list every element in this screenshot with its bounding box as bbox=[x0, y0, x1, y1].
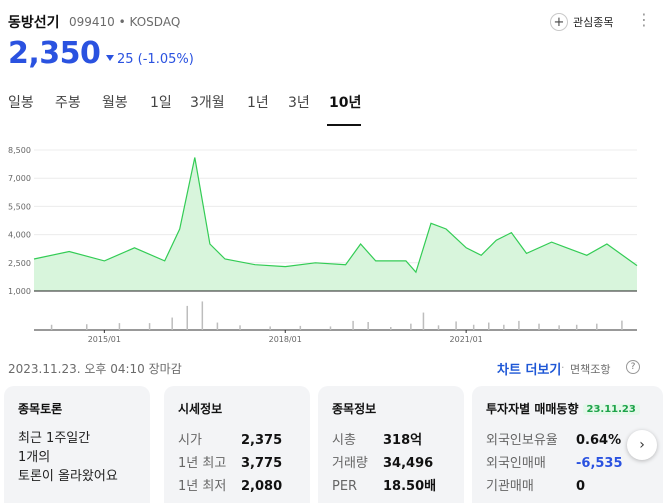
row-label: 1년 최고 bbox=[178, 456, 227, 471]
row-label: 기관매매 bbox=[486, 479, 534, 494]
y-tick-label: 7,000 bbox=[8, 174, 31, 183]
stock-row-per: PER 18.50배 bbox=[332, 475, 450, 498]
row-value: 2,080 bbox=[241, 479, 283, 494]
discussion-title: 종목토론 bbox=[18, 402, 63, 416]
y-tick-label: 5,500 bbox=[8, 202, 31, 211]
date-badge: 23.11.23 bbox=[582, 404, 640, 415]
tab-1year[interactable]: 1년 bbox=[247, 95, 269, 111]
discussion-line: 토론이 올라왔어요 bbox=[18, 469, 118, 484]
row-value: -6,535 bbox=[576, 456, 623, 471]
discussion-line: 1개의 bbox=[18, 450, 51, 465]
current-price: 2,350 bbox=[8, 36, 101, 71]
chart-more-link[interactable]: 차트 더보기 bbox=[497, 363, 562, 378]
tab-weekly[interactable]: 주봉 bbox=[55, 95, 81, 111]
active-tab-indicator bbox=[327, 124, 361, 126]
row-value: 0.64% bbox=[576, 433, 622, 448]
discussion-body: 최근 1주일간 1개의 토론이 올라왔어요 bbox=[18, 429, 136, 486]
price-area-fill bbox=[34, 157, 637, 291]
row-value: 2,375 bbox=[241, 433, 283, 448]
x-tick-label: 2015/01 bbox=[88, 335, 121, 344]
tab-monthly[interactable]: 월봉 bbox=[102, 95, 128, 111]
stock-info-title: 종목정보 bbox=[332, 402, 377, 416]
investor-trading-body: 외국인보유율 0.64% 외국인매매 -6,535 기관매매 0 bbox=[486, 429, 649, 498]
row-label: 거래량 bbox=[332, 456, 368, 471]
tab-3years[interactable]: 3년 bbox=[288, 95, 310, 111]
market-timestamp: 2023.11.23. 오후 04:10 장마감 bbox=[8, 362, 182, 376]
tab-daily[interactable]: 일봉 bbox=[8, 95, 34, 111]
tab-10years[interactable]: 10년 bbox=[329, 95, 362, 111]
tab-1day[interactable]: 1일 bbox=[150, 95, 172, 111]
stock-code-market: 099410 • KOSDAQ bbox=[69, 15, 181, 29]
link-separator: · bbox=[561, 361, 565, 374]
discussion-line: 최근 1주일간 bbox=[18, 431, 91, 446]
market-info-title: 시세정보 bbox=[178, 402, 223, 416]
row-label: 1년 최저 bbox=[178, 479, 227, 494]
row-label: 외국인보유율 bbox=[486, 433, 558, 448]
more-options-icon[interactable]: ⋮ bbox=[636, 10, 652, 29]
next-card-button[interactable]: › bbox=[627, 430, 657, 460]
row-value: 34,496 bbox=[383, 456, 434, 471]
market-row-low: 1년 최저 2,080 bbox=[178, 475, 296, 498]
row-value: 0 bbox=[576, 479, 586, 494]
investor-trading-card[interactable]: 투자자별 매매동향 23.11.23 외국인보유율 0.64% 외국인매매 -6,53… bbox=[472, 386, 663, 503]
disclaimer-link[interactable]: 면책조항 bbox=[570, 363, 611, 376]
stock-name: 동방선기 bbox=[8, 15, 60, 31]
market-row-high: 1년 최고 3,775 bbox=[178, 452, 296, 475]
stock-info-card[interactable]: 종목정보 시총 318억 거래량 34,496 PER 18.50배 bbox=[318, 386, 464, 503]
investor-row-foreign-ratio: 외국인보유율 0.64% bbox=[486, 429, 649, 452]
row-value: 18.50배 bbox=[383, 479, 437, 494]
discussion-card[interactable]: 종목토론 최근 1주일간 1개의 토론이 올라왔어요 bbox=[4, 386, 150, 503]
period-tabs: 일봉 주봉 월봉 1일 3개월 1년 3년 10년 bbox=[0, 92, 663, 126]
stock-row-marketcap: 시총 318억 bbox=[332, 429, 450, 452]
info-icon[interactable]: ? bbox=[626, 360, 640, 374]
y-tick-label: 1,000 bbox=[8, 287, 31, 296]
down-arrow-icon bbox=[106, 55, 114, 61]
y-tick-label: 4,000 bbox=[8, 231, 31, 240]
row-label: PER bbox=[332, 479, 358, 494]
stock-info-body: 시총 318억 거래량 34,496 PER 18.50배 bbox=[332, 429, 450, 498]
stock-header: 동방선기 099410 • KOSDAQ + 관심종목 ⋮ bbox=[8, 10, 656, 36]
y-tick-label: 2,500 bbox=[8, 259, 31, 268]
y-tick-label: 8,500 bbox=[8, 146, 31, 155]
market-info-body: 시가 2,375 1년 최고 3,775 1년 최저 2,080 bbox=[178, 429, 296, 498]
x-tick-label: 2021/01 bbox=[450, 335, 483, 344]
market-row-open: 시가 2,375 bbox=[178, 429, 296, 452]
market-info-card[interactable]: 시세정보 시가 2,375 1년 최고 3,775 1년 최저 2,080 bbox=[164, 386, 310, 503]
price-chart[interactable]: 8,500 7,000 5,500 4,000 2,500 1,000 2015/01 201… bbox=[0, 138, 663, 348]
price-change: 25 (-1.05%) bbox=[106, 52, 194, 67]
price-line bbox=[33, 157, 638, 274]
x-tick-label: 2018/01 bbox=[269, 335, 302, 344]
row-label: 외국인매매 bbox=[486, 456, 546, 471]
row-label: 시총 bbox=[332, 433, 356, 448]
investor-row-foreign-trade: 외국인매매 -6,535 bbox=[486, 452, 649, 475]
row-value: 3,775 bbox=[241, 456, 283, 471]
chevron-right-icon: › bbox=[639, 437, 645, 453]
investor-title-text: 투자자별 매매동향 bbox=[486, 402, 579, 416]
price-change-value: 25 (-1.05%) bbox=[117, 52, 194, 67]
row-label: 시가 bbox=[178, 433, 202, 448]
tab-3months[interactable]: 3개월 bbox=[190, 95, 225, 111]
row-value: 318억 bbox=[383, 433, 423, 448]
stock-row-volume: 거래량 34,496 bbox=[332, 452, 450, 475]
plus-icon: + bbox=[550, 13, 568, 31]
investor-row-institution: 기관매매 0 bbox=[486, 475, 649, 498]
investor-trading-title: 투자자별 매매동향 23.11.23 bbox=[486, 400, 649, 417]
add-favorite-button[interactable]: + 관심종목 bbox=[550, 10, 613, 34]
favorite-label: 관심종목 bbox=[573, 16, 614, 29]
